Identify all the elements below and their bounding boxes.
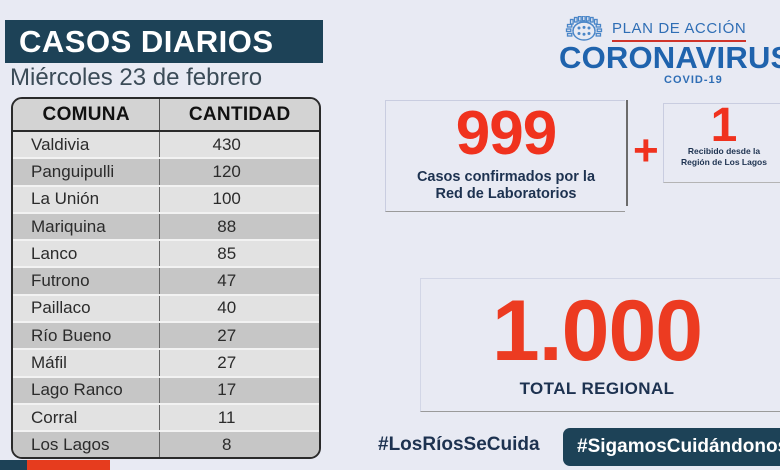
cell-cantidad: 100 [159, 185, 319, 214]
cases-table: COMUNA CANTIDAD Valdivia 430 Panguipulli 12… [13, 99, 319, 457]
received-label-line-1: Recibido desde la [687, 146, 761, 156]
cell-comuna: Paillaco [13, 294, 161, 324]
logo-covid-text: COVID-19 [664, 74, 723, 86]
table-row: Lanco 85 [13, 240, 319, 269]
confirmed-cases-label: Casos confirmados por la Red de Laborato… [386, 169, 626, 203]
confirmed-cases-card: 999 Casos confirmados por la Red de Labo… [385, 100, 625, 212]
cell-comuna: Mariquina [13, 212, 161, 242]
cell-cantidad: 40 [159, 294, 319, 324]
cell-comuna: Lago Ranco [13, 376, 161, 405]
virus-icon [561, 15, 607, 44]
vertical-divider-top [626, 100, 628, 206]
cell-comuna: Futrono [13, 267, 161, 296]
received-cases-label: Recibido desde la Región de Los Lagos [664, 146, 780, 167]
table-body: Valdivia 430 Panguipulli 120 La Unión 100 Mari… [13, 131, 319, 457]
table-row: Los Lagos 8 [13, 431, 319, 457]
cell-comuna: Máfil [13, 349, 161, 378]
column-header-cantidad: CANTIDAD [159, 99, 319, 132]
cell-comuna: Lanco [13, 240, 161, 269]
coronavirus-logo: PLAN DE ACCIÓN CORONAVIRUS COVID-19 [559, 14, 780, 86]
table-row: Mariquina 88 [13, 212, 319, 242]
cases-table-container: COMUNA CANTIDAD Valdivia 430 Panguipulli 12… [11, 97, 321, 459]
confirmed-label-line-2: Red de Laboratorios [435, 186, 577, 202]
daily-cases-panel: CASOS DIARIOS Miércoles 23 de febrero CO… [0, 0, 345, 470]
column-header-comuna: COMUNA [13, 99, 161, 132]
hashtag-primary: #LosRíosSeCuida [378, 434, 540, 455]
footer-bar-navy [0, 460, 27, 470]
table-row: Paillaco 40 [13, 294, 319, 324]
cell-comuna: Río Bueno [13, 322, 161, 351]
hashtag-secondary-badge: #SigamosCuidándonos [563, 428, 780, 466]
cell-cantidad: 47 [159, 267, 319, 296]
logo-red-rule [612, 40, 746, 42]
cell-cantidad: 88 [159, 212, 319, 242]
table-row: Corral 11 [13, 403, 319, 433]
confirmed-cases-number: 999 [455, 99, 557, 168]
table-header-row: COMUNA CANTIDAD [13, 99, 319, 132]
cell-comuna: Corral [13, 403, 161, 433]
table-row: Lago Ranco 17 [13, 376, 319, 405]
cell-cantidad: 8 [159, 431, 319, 457]
summary-panel: PLAN DE ACCIÓN CORONAVIRUS COVID-19 999 … [345, 0, 780, 470]
received-cases-number: 1 [710, 99, 738, 152]
received-cases-card: 1 Recibido desde la Región de Los Lagos [663, 99, 780, 183]
cell-cantidad: 85 [159, 240, 319, 269]
hashtag-secondary: #SigamosCuidándonos [577, 436, 780, 457]
table-row: Máfil 27 [13, 349, 319, 378]
cell-comuna: Panguipulli [13, 158, 161, 187]
plus-icon: + [633, 126, 659, 175]
cell-cantidad: 11 [159, 403, 319, 433]
table-row: Panguipulli 120 [13, 158, 319, 187]
table-row: Río Bueno 27 [13, 322, 319, 351]
total-regional-number: 1.000 [491, 283, 703, 379]
table-row: Valdivia 430 [13, 131, 319, 160]
total-regional-label: TOTAL REGIONAL [519, 379, 675, 398]
cell-cantidad: 27 [159, 349, 319, 378]
table-row: Futrono 47 [13, 267, 319, 296]
footer-bar-red [27, 460, 110, 470]
cell-cantidad: 27 [159, 322, 319, 351]
cell-cantidad: 430 [159, 131, 319, 160]
table-row: La Unión 100 [13, 185, 319, 214]
cell-cantidad: 120 [159, 158, 319, 187]
cell-cantidad: 17 [159, 376, 319, 405]
cell-comuna: Los Lagos [13, 431, 161, 457]
table-head: COMUNA CANTIDAD [13, 99, 319, 132]
logo-plan-text: PLAN DE ACCIÓN [612, 20, 747, 37]
report-date: Miércoles 23 de febrero [10, 64, 263, 91]
cell-comuna: Valdivia [13, 131, 161, 160]
page-title-banner: CASOS DIARIOS [5, 20, 323, 63]
confirmed-label-line-1: Casos confirmados por la [416, 169, 596, 185]
logo-brand-text: CORONAVIRUS [559, 40, 780, 75]
page-title: CASOS DIARIOS [19, 24, 274, 59]
total-regional-card: 1.000 TOTAL REGIONAL [420, 278, 780, 412]
received-label-line-2: Región de Los Lagos [681, 156, 767, 167]
cell-comuna: La Unión [13, 185, 161, 214]
